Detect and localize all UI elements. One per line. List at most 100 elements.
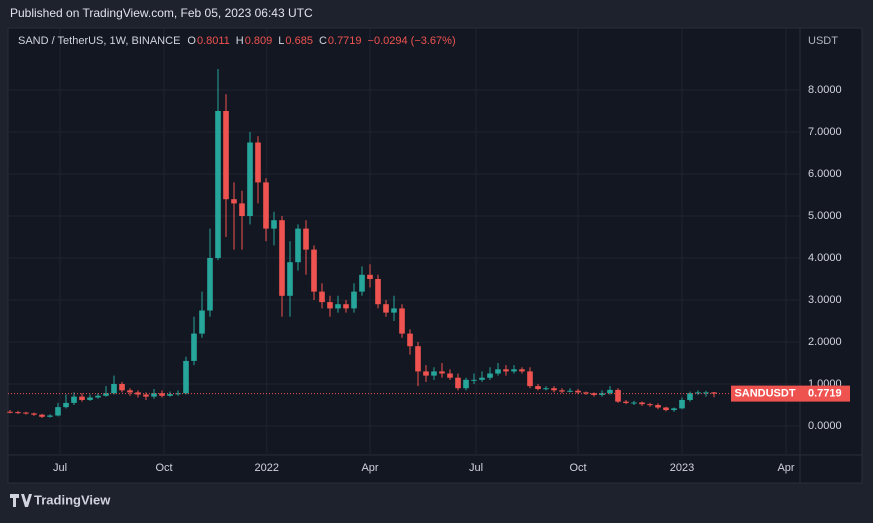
candle-body [703, 392, 709, 394]
candle-body [695, 392, 701, 394]
ohlc-value: 0.7719 [328, 35, 362, 47]
candle-body [399, 308, 405, 334]
candle-body [551, 388, 557, 391]
footer-logo: TradingView [10, 492, 111, 507]
candle-body [335, 304, 341, 309]
x-tick-label: Oct [569, 462, 586, 474]
y-tick-label: 7.0000 [808, 126, 842, 138]
candle-body [423, 371, 429, 376]
candle-body [87, 397, 93, 400]
candle-body [55, 407, 61, 416]
candle-body [687, 393, 693, 400]
candle-body [583, 392, 589, 394]
candle-body [127, 390, 133, 393]
candle-body [255, 142, 261, 183]
candle-body [567, 390, 573, 392]
ohlc-value: 0.8011 [197, 35, 230, 47]
logo-icon [10, 494, 32, 507]
candle-body [199, 310, 205, 334]
price-tag-box [800, 385, 850, 402]
y-tick-label: 6.0000 [808, 168, 842, 180]
x-tick-label: 2023 [670, 462, 694, 474]
candle-body [327, 302, 333, 309]
change: −0.0294 (−3.67%) [368, 35, 456, 47]
candle-body [207, 258, 213, 311]
candle-body [151, 393, 157, 397]
candle-body [191, 333, 197, 361]
candle-body [79, 396, 85, 400]
candle-body [679, 399, 685, 409]
ohlc-label: L [278, 35, 284, 47]
candle-body [239, 203, 245, 217]
candle-body [31, 413, 37, 415]
candle-body [15, 412, 21, 414]
x-tick-label: Apr [777, 462, 794, 474]
candle-body [263, 182, 269, 229]
candle-body [215, 110, 221, 259]
candle-body [503, 369, 509, 372]
candle-body [607, 389, 613, 394]
candle-body [311, 249, 317, 292]
candle-body [343, 304, 349, 309]
candle-body [511, 369, 517, 372]
x-tick-label: Oct [155, 462, 172, 474]
candle-body [223, 110, 229, 200]
ohlc-label: O [187, 35, 196, 47]
candle-body [647, 404, 653, 406]
candle-body [415, 346, 421, 372]
candle-body [479, 377, 485, 380]
candle-body [95, 395, 101, 398]
candle-body [71, 396, 77, 403]
candle-body [615, 389, 621, 402]
candle-body [495, 369, 501, 374]
candle-body [431, 371, 437, 376]
candle-body [543, 388, 549, 390]
candle-body [295, 228, 301, 263]
ohlc-label: C [319, 35, 327, 47]
price-tag: 0.7719 [808, 388, 842, 400]
publisher: Published on TradingView.com, Feb 05, 20… [10, 6, 313, 20]
price-label-box [731, 385, 800, 402]
candle-body [247, 142, 253, 217]
candle-body [183, 360, 189, 394]
candle-body [535, 386, 541, 390]
ohlc-value: 0.685 [285, 35, 313, 47]
candle-body [463, 379, 469, 389]
candle-body [47, 415, 53, 417]
candle-body [351, 291, 357, 309]
candle-body [487, 373, 493, 378]
candle-body [167, 394, 173, 396]
candle-body [63, 402, 69, 408]
candle-body [271, 220, 277, 229]
candle-body [455, 377, 461, 389]
candle-body [303, 228, 309, 250]
candle-body [559, 390, 565, 392]
candles [7, 68, 800, 419]
x-tick-label: Apr [361, 462, 378, 474]
candle-body [287, 262, 293, 296]
candle-body [655, 405, 661, 408]
candle-body [231, 199, 237, 204]
candle-body [639, 402, 645, 405]
y-tick-label: 4.0000 [808, 252, 842, 264]
candle-body [391, 308, 397, 313]
candle-body [407, 333, 413, 347]
candle-body [367, 274, 373, 280]
x-tick-label: 2022 [255, 462, 279, 474]
y-tick-label: 2.0000 [808, 336, 842, 348]
candle-body [175, 393, 181, 395]
candle-body [111, 384, 117, 394]
candle-body [439, 371, 445, 374]
footer: TradingView [34, 492, 111, 507]
candle-body [383, 304, 389, 313]
candle-body [319, 291, 325, 303]
candle-body [663, 407, 669, 411]
candle-body [143, 394, 149, 397]
candle-body [159, 393, 165, 396]
candle-body [279, 220, 285, 296]
candle-body [447, 373, 453, 378]
x-tick-label: Jul [53, 462, 67, 474]
chart-title: SAND / TetherUS, 1W, BINANCE [18, 35, 180, 47]
candle-body [359, 274, 365, 292]
